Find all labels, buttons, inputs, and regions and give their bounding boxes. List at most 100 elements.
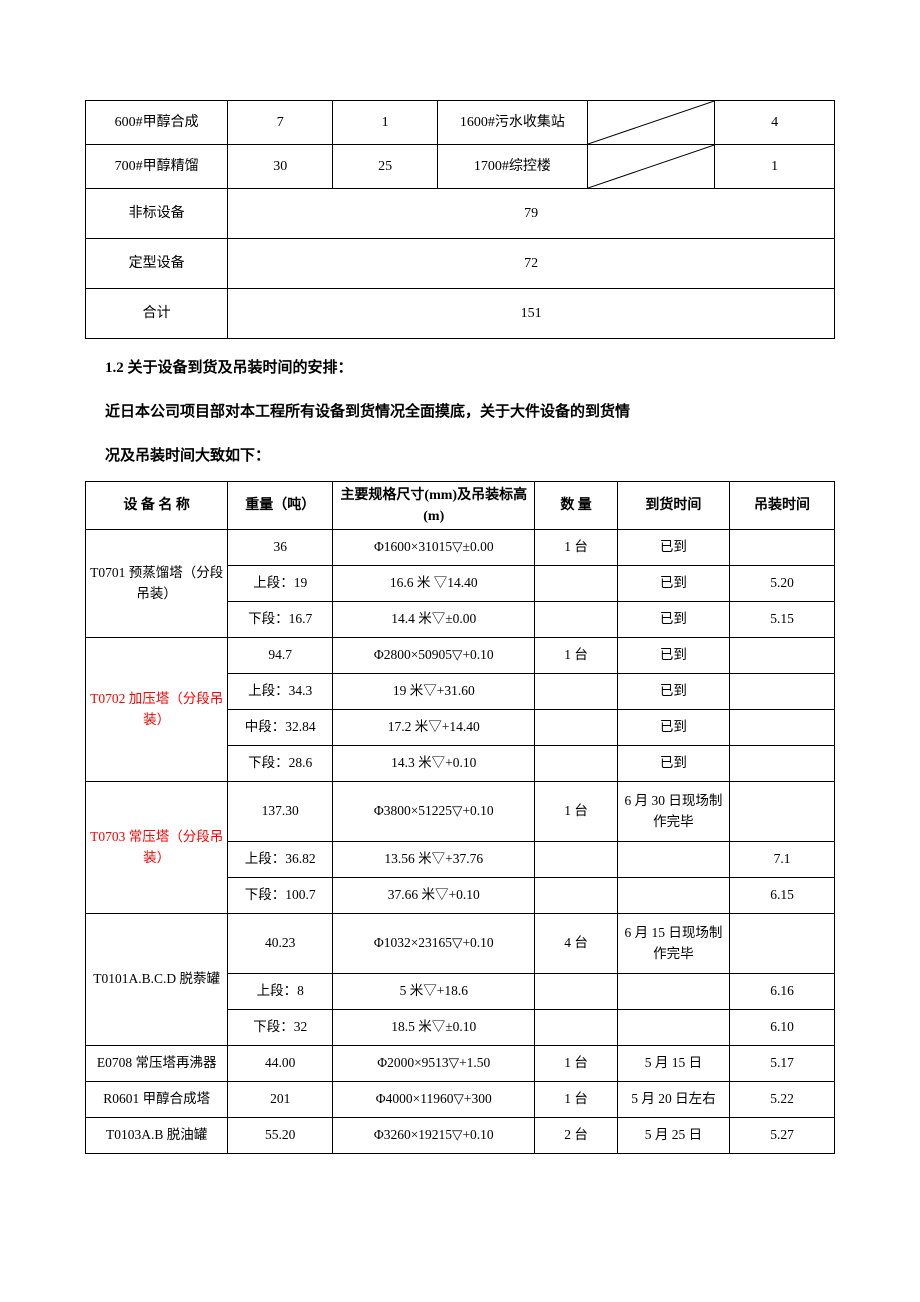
weight-cell: 下段：100.7	[228, 878, 333, 914]
table-row: T0101A.B.C.D 脱萘罐40.23Φ1032×23165▽+0.104 …	[86, 914, 835, 974]
hoist-cell	[730, 782, 835, 842]
summary-value: 151	[228, 289, 835, 339]
qty-cell: 4 台	[535, 914, 617, 974]
cell	[587, 101, 714, 145]
weight-cell: 上段：34.3	[228, 674, 333, 710]
table-row: T0703 常压塔（分段吊装）137.30Φ3800×51225▽+0.101 …	[86, 782, 835, 842]
equipment-name-cell: E0708 常压塔再沸器	[86, 1046, 228, 1082]
table-row: T0701 预蒸馏塔（分段吊装）36Φ1600×31015▽±0.001 台已到	[86, 530, 835, 566]
weight-cell: 下段：28.6	[228, 746, 333, 782]
qty-cell: 1 台	[535, 530, 617, 566]
spec-cell: Φ3260×19215▽+0.10	[333, 1118, 535, 1154]
cell: 600#甲醇合成	[86, 101, 228, 145]
cell: 30	[228, 145, 333, 189]
hoist-cell: 6.16	[730, 974, 835, 1010]
equipment-name-cell: T0703 常压塔（分段吊装）	[86, 782, 228, 914]
hoist-cell	[730, 710, 835, 746]
spec-cell: Φ4000×11960▽+300	[333, 1082, 535, 1118]
spec-cell: 37.66 米▽+0.10	[333, 878, 535, 914]
spec-cell: 18.5 米▽±0.10	[333, 1010, 535, 1046]
intro-line-2: 况及吊装时间大致如下：	[105, 441, 835, 471]
spec-cell: Φ2000×9513▽+1.50	[333, 1046, 535, 1082]
col-hoist: 吊装时间	[730, 482, 835, 530]
weight-cell: 下段：32	[228, 1010, 333, 1046]
spec-cell: Φ3800×51225▽+0.10	[333, 782, 535, 842]
spec-cell: 17.2 米▽+14.40	[333, 710, 535, 746]
weight-cell: 94.7	[228, 638, 333, 674]
summary-value: 79	[228, 189, 835, 239]
cell: 700#甲醇精馏	[86, 145, 228, 189]
summary-label: 合计	[86, 289, 228, 339]
equipment-name-cell: T0103A.B 脱油罐	[86, 1118, 228, 1154]
arrival-cell: 已到	[617, 710, 729, 746]
summary-row: 定型设备72	[86, 239, 835, 289]
hoist-cell	[730, 530, 835, 566]
section-heading-1-2: 1.2 关于设备到货及吊装时间的安排：	[105, 353, 835, 383]
arrival-cell: 5 月 15 日	[617, 1046, 729, 1082]
weight-cell: 201	[228, 1082, 333, 1118]
hoist-cell	[730, 746, 835, 782]
col-qty: 数 量	[535, 482, 617, 530]
spec-cell: 13.56 米▽+37.76	[333, 842, 535, 878]
weight-cell: 36	[228, 530, 333, 566]
col-arrival: 到货时间	[617, 482, 729, 530]
arrival-cell: 5 月 25 日	[617, 1118, 729, 1154]
qty-cell: 1 台	[535, 638, 617, 674]
summary-label: 定型设备	[86, 239, 228, 289]
weight-cell: 中段：32.84	[228, 710, 333, 746]
spec-cell: 19 米▽+31.60	[333, 674, 535, 710]
hoist-cell	[730, 674, 835, 710]
equipment-name-cell: T0702 加压塔（分段吊装）	[86, 638, 228, 782]
qty-cell	[535, 878, 617, 914]
qty-cell	[535, 746, 617, 782]
equipment-schedule-table: 设 备 名 称 重量（吨） 主要规格尺寸(mm)及吊装标高(m) 数 量 到货时…	[85, 481, 835, 1154]
weight-cell: 上段：36.82	[228, 842, 333, 878]
hoist-cell: 5.20	[730, 566, 835, 602]
weight-cell: 55.20	[228, 1118, 333, 1154]
hoist-cell: 6.10	[730, 1010, 835, 1046]
arrival-cell: 已到	[617, 674, 729, 710]
qty-cell	[535, 1010, 617, 1046]
qty-cell	[535, 710, 617, 746]
arrival-cell	[617, 842, 729, 878]
hoist-cell	[730, 638, 835, 674]
summary-row: 非标设备79	[86, 189, 835, 239]
hoist-cell: 7.1	[730, 842, 835, 878]
arrival-cell: 6 月 15 日现场制作完毕	[617, 914, 729, 974]
arrival-cell: 已到	[617, 638, 729, 674]
spec-cell: 14.3 米▽+0.10	[333, 746, 535, 782]
summary-row: 合计151	[86, 289, 835, 339]
spec-cell: Φ1032×23165▽+0.10	[333, 914, 535, 974]
spec-cell: 16.6 米 ▽14.40	[333, 566, 535, 602]
cell: 7	[228, 101, 333, 145]
weight-cell: 40.23	[228, 914, 333, 974]
summary-value: 72	[228, 239, 835, 289]
table-row: T0103A.B 脱油罐55.20Φ3260×19215▽+0.102 台5 月…	[86, 1118, 835, 1154]
arrival-cell: 5 月 20 日左右	[617, 1082, 729, 1118]
equipment-name-cell: R0601 甲醇合成塔	[86, 1082, 228, 1118]
qty-cell	[535, 974, 617, 1010]
cell: 1700#综控楼	[438, 145, 588, 189]
arrival-cell	[617, 878, 729, 914]
qty-cell: 1 台	[535, 1082, 617, 1118]
table-row: 600#甲醇合成711600#污水收集站4	[86, 101, 835, 145]
arrival-cell: 已到	[617, 530, 729, 566]
arrival-cell: 已到	[617, 602, 729, 638]
cell: 1600#污水收集站	[438, 101, 588, 145]
cell	[587, 145, 714, 189]
table-row: 700#甲醇精馏30251700#综控楼1	[86, 145, 835, 189]
equipment-name-cell: T0101A.B.C.D 脱萘罐	[86, 914, 228, 1046]
qty-cell	[535, 566, 617, 602]
arrival-cell	[617, 1010, 729, 1046]
arrival-cell: 已到	[617, 566, 729, 602]
hoist-cell: 5.22	[730, 1082, 835, 1118]
cell: 1	[333, 101, 438, 145]
col-weight: 重量（吨）	[228, 482, 333, 530]
spec-cell: 5 米▽+18.6	[333, 974, 535, 1010]
table-header-row: 设 备 名 称 重量（吨） 主要规格尺寸(mm)及吊装标高(m) 数 量 到货时…	[86, 482, 835, 530]
qty-cell: 2 台	[535, 1118, 617, 1154]
weight-cell: 137.30	[228, 782, 333, 842]
spec-cell: Φ1600×31015▽±0.00	[333, 530, 535, 566]
equipment-name-cell: T0701 预蒸馏塔（分段吊装）	[86, 530, 228, 638]
hoist-cell: 6.15	[730, 878, 835, 914]
